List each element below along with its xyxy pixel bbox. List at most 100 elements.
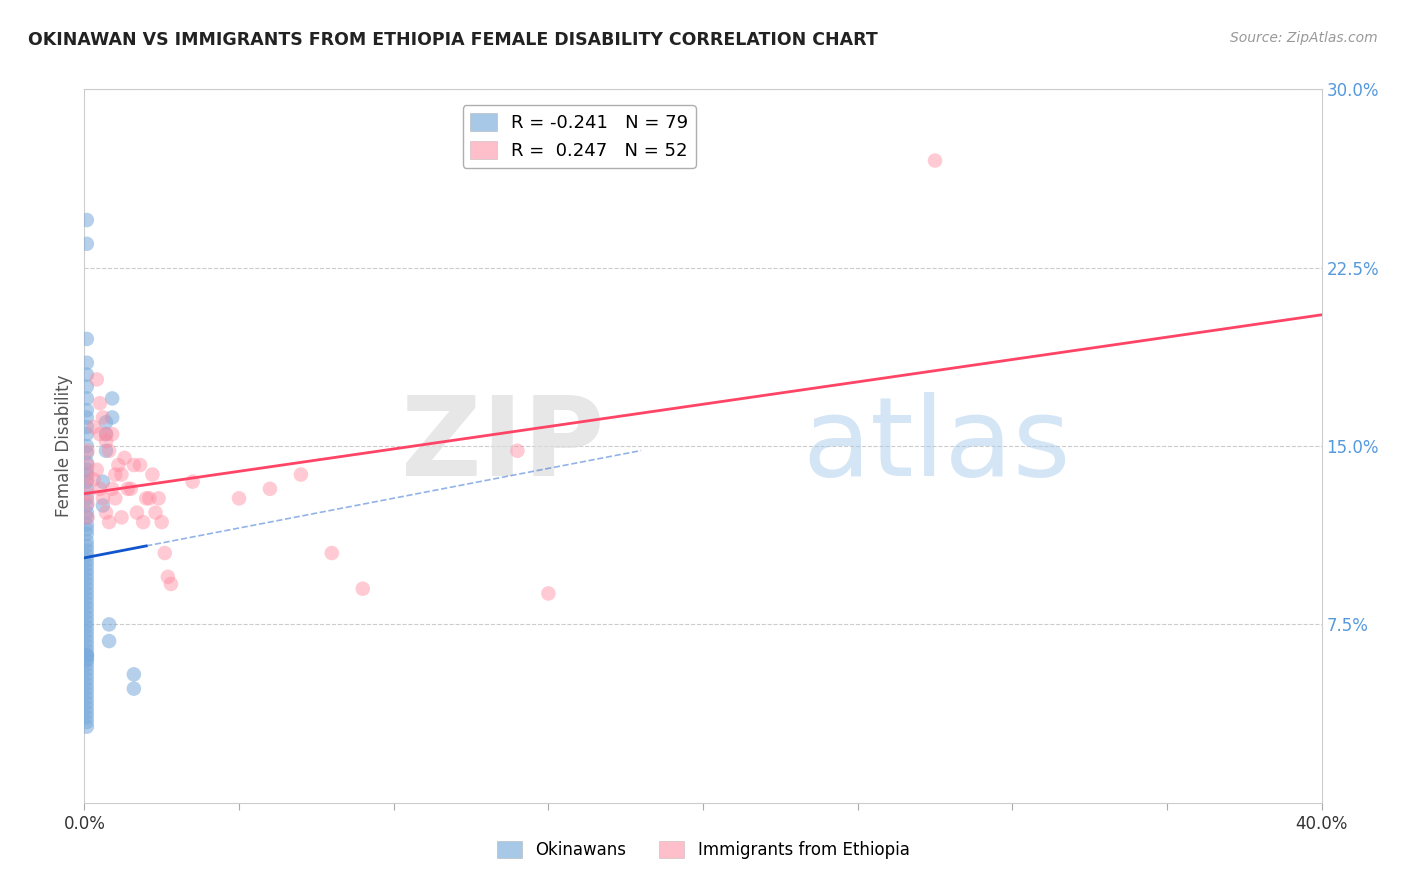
Point — [76, 681, 98, 696]
Point — [101, 482, 124, 496]
Point — [94, 434, 117, 449]
Point — [76, 486, 98, 500]
Point — [114, 450, 136, 465]
Point — [76, 586, 98, 600]
Point — [76, 549, 98, 563]
Point — [352, 582, 374, 596]
Point — [76, 420, 98, 434]
Point — [76, 475, 98, 489]
Point — [76, 648, 98, 663]
Point — [76, 563, 98, 577]
Point — [101, 427, 124, 442]
Point — [76, 615, 98, 629]
Point — [76, 482, 98, 496]
Point — [110, 510, 132, 524]
Point — [76, 572, 98, 586]
Text: atlas: atlas — [801, 392, 1070, 500]
Point — [153, 546, 176, 560]
Point — [76, 700, 98, 714]
Point — [83, 420, 105, 434]
Point — [132, 515, 155, 529]
Point — [91, 491, 114, 506]
Point — [76, 427, 98, 442]
Point — [76, 379, 98, 393]
Point — [76, 706, 98, 720]
Point — [129, 458, 152, 472]
Point — [76, 527, 98, 541]
Point — [83, 472, 105, 486]
Point — [76, 667, 98, 681]
Point — [76, 629, 98, 643]
Point — [98, 515, 121, 529]
Point — [76, 696, 98, 710]
Point — [76, 517, 98, 532]
Point — [94, 427, 117, 442]
Point — [76, 624, 98, 639]
Point — [76, 213, 98, 227]
Point — [76, 610, 98, 624]
Point — [101, 392, 124, 406]
Point — [76, 582, 98, 596]
Point — [94, 443, 117, 458]
Point — [76, 332, 98, 346]
Point — [89, 482, 111, 496]
Point — [259, 482, 281, 496]
Point — [76, 710, 98, 724]
Point — [76, 567, 98, 582]
Point — [86, 372, 108, 386]
Point — [91, 475, 114, 489]
Point — [181, 475, 204, 489]
Point — [290, 467, 312, 482]
Point — [76, 510, 98, 524]
Point — [76, 356, 98, 370]
Point — [89, 396, 111, 410]
Point — [150, 515, 173, 529]
Point — [76, 456, 98, 470]
Point — [76, 677, 98, 691]
Point — [76, 663, 98, 677]
Point — [76, 620, 98, 634]
Point — [117, 482, 139, 496]
Point — [141, 467, 163, 482]
Point — [76, 443, 98, 458]
Point — [94, 506, 117, 520]
Point — [76, 672, 98, 686]
Point — [76, 634, 98, 648]
Point — [94, 415, 117, 429]
Point — [91, 410, 114, 425]
Point — [122, 681, 145, 696]
Point — [110, 467, 132, 482]
Point — [76, 639, 98, 653]
Legend: Okinawans, Immigrants from Ethiopia: Okinawans, Immigrants from Ethiopia — [489, 834, 917, 866]
Point — [76, 534, 98, 549]
Point — [76, 591, 98, 606]
Point — [76, 648, 98, 663]
Point — [120, 482, 142, 496]
Point — [76, 657, 98, 672]
Point — [148, 491, 170, 506]
Point — [122, 458, 145, 472]
Text: Source: ZipAtlas.com: Source: ZipAtlas.com — [1230, 31, 1378, 45]
Point — [76, 368, 98, 382]
Point — [76, 539, 98, 553]
Point — [321, 546, 343, 560]
Point — [135, 491, 157, 506]
Point — [145, 506, 167, 520]
Text: ZIP: ZIP — [401, 392, 605, 500]
Point — [76, 577, 98, 591]
Point — [76, 714, 98, 729]
Point — [76, 643, 98, 657]
Point — [76, 600, 98, 615]
Point — [101, 410, 124, 425]
Text: OKINAWAN VS IMMIGRANTS FROM ETHIOPIA FEMALE DISABILITY CORRELATION CHART: OKINAWAN VS IMMIGRANTS FROM ETHIOPIA FEM… — [28, 31, 877, 49]
Point — [91, 499, 114, 513]
Point — [76, 491, 98, 506]
Point — [228, 491, 250, 506]
Point — [94, 427, 117, 442]
Point — [76, 496, 98, 510]
Point — [76, 653, 98, 667]
Point — [76, 403, 98, 417]
Point — [76, 446, 98, 460]
Point — [76, 686, 98, 700]
Point — [537, 586, 560, 600]
